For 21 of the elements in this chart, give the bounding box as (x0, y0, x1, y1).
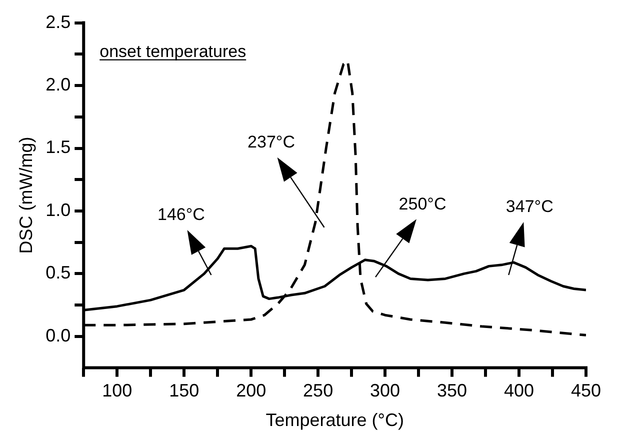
annotation: 347°C (506, 197, 554, 216)
annotation: 250°C (398, 194, 446, 214)
x-tick-label: 100 (102, 380, 132, 401)
x-tick-label: 250 (303, 380, 334, 401)
annotation: 146°C (158, 205, 205, 224)
y-tick-label: 1.5 (46, 137, 71, 158)
x-axis-title: Temperature (°C) (266, 410, 404, 430)
y-tick-label: 1.0 (46, 200, 71, 220)
y-tick-label: 2.0 (46, 74, 71, 94)
x-tick-label: 450 (570, 380, 602, 401)
x-tick-label: 150 (169, 380, 200, 401)
y-tick-label: 2.5 (46, 12, 71, 32)
x-tick-label: 350 (437, 380, 468, 401)
y-tick-label: 0.5 (46, 262, 71, 283)
annotation: onset temperatures (100, 42, 246, 61)
x-tick-label: 400 (504, 380, 534, 401)
annotation: 237°C (248, 132, 295, 152)
y-axis-title: DSC (mW/mg) (16, 136, 36, 254)
y-tick-label: 0.0 (46, 325, 71, 346)
x-tick-label: 300 (370, 380, 400, 401)
x-tick-label: 200 (236, 380, 266, 401)
